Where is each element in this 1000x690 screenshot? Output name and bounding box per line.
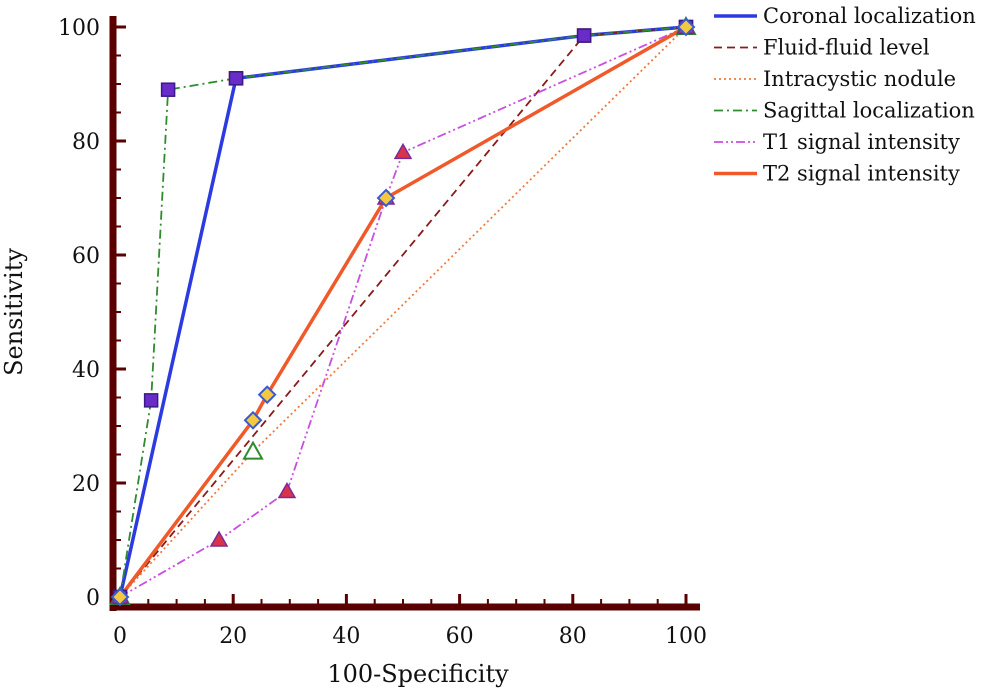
y-tick-label: 20 [72, 472, 100, 497]
y-tick-label: 100 [58, 16, 100, 41]
legend: Coronal localization Fluid-fluid level Int… [714, 4, 976, 186]
data-point [242, 440, 264, 460]
x-tick-label: 20 [219, 624, 247, 649]
legend-item-t2-signal-intensity: T2 signal intensity [714, 162, 960, 186]
series-line-t2-signal-intensity [118, 25, 687, 599]
data-point [676, 17, 696, 37]
legend-label: T2 signal intensity [763, 162, 960, 186]
data-point [110, 587, 130, 607]
marker-layer [109, 15, 697, 607]
data-point [228, 71, 244, 86]
legend-item-fluid-fluid-level: Fluid-fluid level [714, 36, 930, 60]
axes: 0 20 40 60 80 100 0 20 40 60 80 100 [58, 16, 707, 649]
y-tick-label: 60 [72, 244, 100, 269]
data-point [209, 530, 229, 547]
data-point [393, 142, 413, 160]
series-line-coronal-localization [118, 25, 687, 598]
legend-item-sagittal-localization: Sagittal localization [714, 99, 975, 123]
y-tick-label: 80 [72, 130, 100, 155]
data-point [576, 28, 592, 43]
legend-item-intracystic-nodule: Intracystic nodule [714, 67, 956, 91]
series-markers-intracystic-nodule [109, 15, 697, 605]
y-tick-label: 40 [72, 358, 100, 383]
series-markers-fluid-fluid-level [112, 19, 694, 605]
series-layer [118, 25, 687, 599]
x-tick-label: 0 [113, 624, 127, 649]
series-line-intracystic-nodule [119, 26, 687, 598]
data-point [257, 385, 277, 405]
data-point [143, 393, 159, 408]
series-markers-t2-signal-intensity [110, 17, 696, 607]
x-tick-label: 80 [559, 624, 587, 649]
x-tick-label: 100 [665, 624, 707, 649]
legend-item-t1-signal-intensity: T1 signal intensity [714, 130, 960, 154]
legend-item-coronal-localization: Coronal localization [714, 4, 976, 28]
series-markers-coronal-localization [112, 19, 694, 605]
series-markers-sagittal-localization [112, 19, 694, 605]
y-tick-label: 0 [86, 586, 100, 611]
data-point [243, 410, 263, 430]
data-point [376, 188, 396, 208]
x-axis-label: 100-Specificity [327, 660, 509, 688]
series-line-t1-signal-intensity [119, 26, 687, 598]
y-axis-label: Sensitivity [0, 248, 28, 376]
x-tick-label: 40 [332, 624, 360, 649]
legend-label: T1 signal intensity [763, 130, 960, 154]
legend-label: Coronal localization [763, 4, 976, 28]
legend-label: Fluid-fluid level [763, 36, 930, 60]
series-markers-t1-signal-intensity [110, 17, 696, 604]
legend-label: Intracystic nodule [763, 67, 956, 91]
x-tick-label: 60 [446, 624, 474, 649]
data-point [160, 82, 176, 97]
series-line-sagittal-localization [119, 26, 687, 598]
data-point [277, 482, 297, 499]
legend-label: Sagittal localization [763, 99, 975, 123]
series-line-fluid-fluid-level [119, 26, 687, 598]
